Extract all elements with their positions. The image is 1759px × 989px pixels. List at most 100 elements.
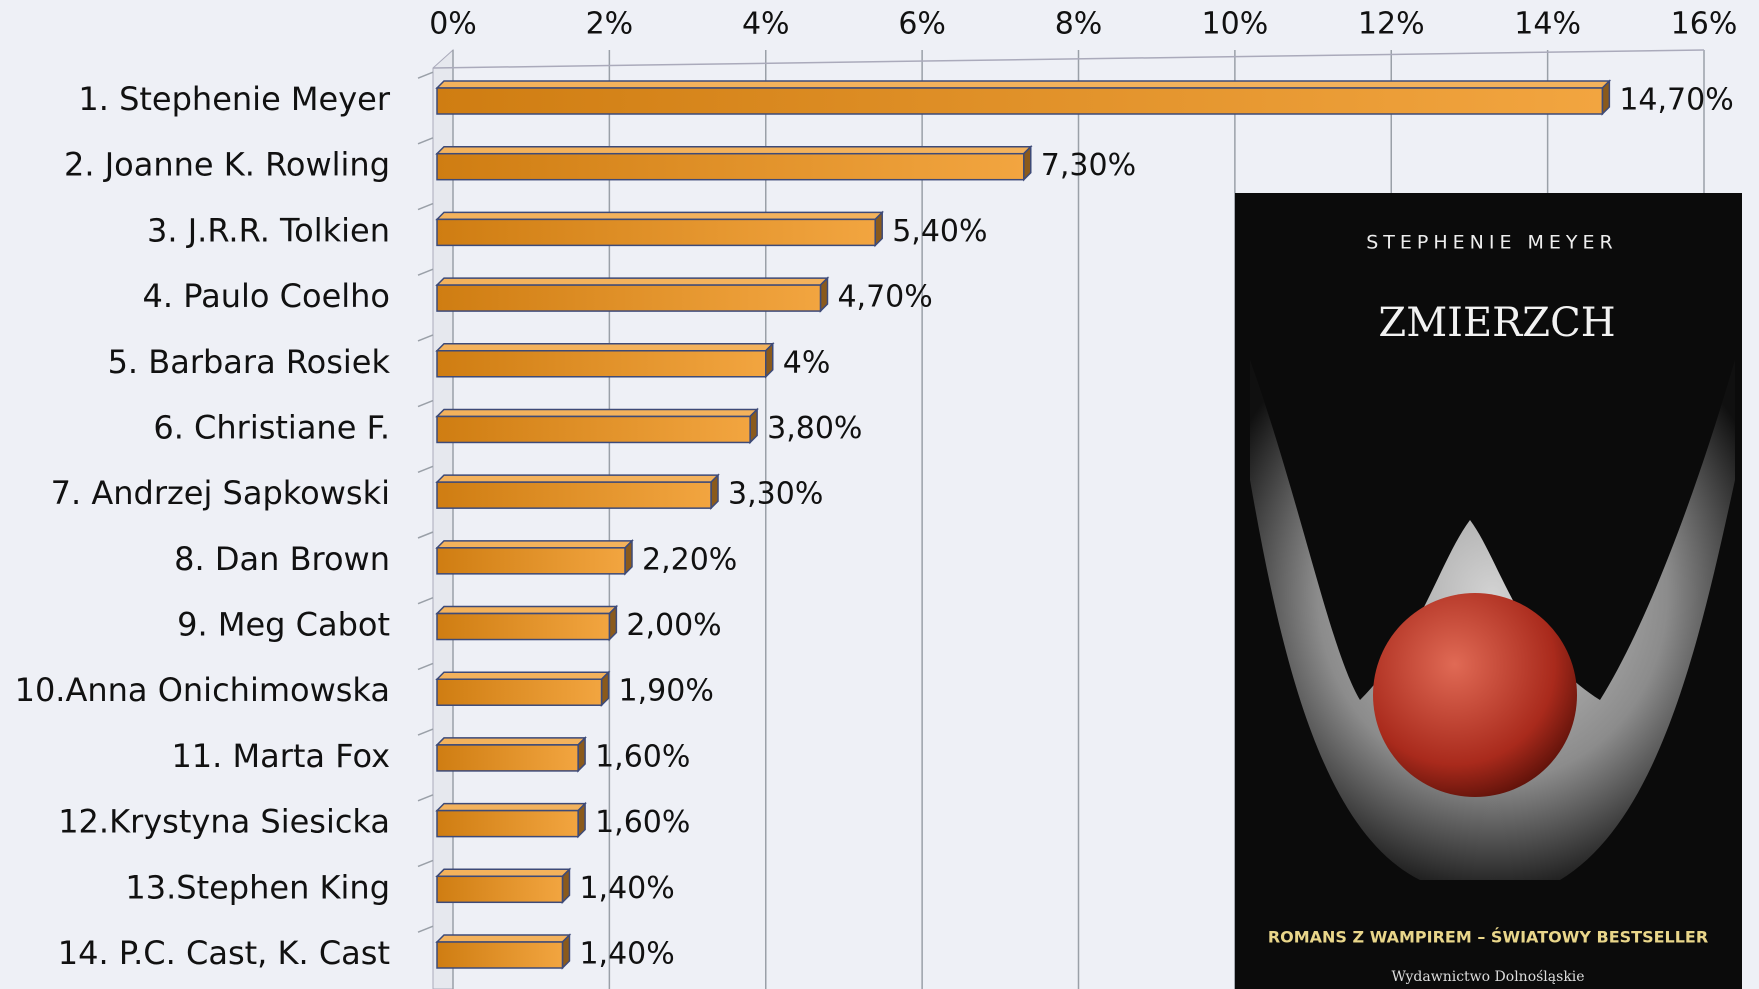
y-tick-label: 3. J.R.R. Tolkien — [147, 211, 390, 249]
bar-face — [436, 547, 626, 575]
bar-top — [435, 671, 611, 680]
value-label: 1,60% — [595, 739, 690, 774]
bar — [435, 473, 720, 510]
x-tick-label: 8% — [1055, 7, 1103, 42]
x-tick-label: 16% — [1671, 7, 1738, 42]
y-tick — [417, 728, 434, 736]
y-tick-label: 11. Marta Fox — [171, 737, 390, 775]
y-tick — [417, 596, 434, 605]
bar — [435, 801, 587, 839]
value-label: 5,40% — [892, 214, 987, 249]
value-label: 7,30% — [1041, 148, 1136, 183]
value-label: 4% — [783, 345, 831, 380]
bar-face — [436, 152, 1025, 181]
value-label: 4,70% — [837, 280, 932, 315]
bar-side — [819, 276, 829, 313]
y-tick-label: 4. Paulo Coelho — [143, 277, 390, 315]
bar-side — [749, 407, 758, 445]
bar-face — [436, 218, 876, 247]
bar — [435, 933, 572, 970]
bar-side — [710, 473, 719, 510]
y-tick-label: 1. Stephenie Meyer — [78, 80, 390, 118]
bar-top — [435, 605, 619, 615]
bar-top — [435, 802, 587, 812]
y-tick — [417, 794, 434, 802]
y-tick — [417, 268, 434, 276]
bar-face — [436, 284, 822, 312]
bar-side — [874, 210, 883, 248]
x-tick-label: 0% — [429, 7, 477, 42]
bar-side — [1023, 144, 1032, 182]
bar-face — [436, 875, 564, 904]
bar-top — [435, 868, 572, 878]
value-label: 2,20% — [642, 542, 737, 577]
value-label: 1,40% — [579, 871, 674, 906]
bar-side — [1601, 79, 1611, 116]
bar — [435, 79, 1612, 116]
plot: 0% 2% 4% 6% 8% 10% 12% 14% 16% 1. Stephenie Meyer… — [15, 7, 1738, 989]
y-tick — [417, 399, 434, 408]
bar — [435, 604, 619, 642]
y-tick-label: 2. Joanne K. Rowling — [64, 146, 390, 184]
bar — [435, 407, 759, 445]
x-axis-line — [432, 49, 1705, 69]
y-tick — [417, 465, 434, 474]
bar — [435, 210, 885, 248]
cover-author: STEPHENIE MEYER — [1366, 232, 1618, 254]
x-tick-label: 6% — [898, 7, 946, 42]
book-cover: STEPHENIE MEYER ZMIERZCH ROMANS Z WAMPIR… — [1235, 193, 1742, 989]
bar-side — [577, 736, 586, 773]
bar-face — [436, 809, 579, 838]
bar-top — [435, 737, 587, 746]
bar-top — [435, 343, 775, 352]
bar — [435, 276, 830, 313]
plot-wall — [432, 48, 454, 989]
y-tick — [417, 662, 434, 671]
y-tick-label: 7. Andrzej Sapkowski — [51, 474, 390, 512]
value-label: 3,30% — [728, 477, 823, 512]
bar-face — [436, 415, 751, 444]
bar-side — [561, 933, 571, 970]
bar — [435, 670, 611, 708]
bar-face — [436, 87, 1604, 115]
bar-side — [561, 867, 571, 905]
bar-top — [435, 145, 1033, 155]
bar-side — [765, 341, 774, 379]
bar-top — [435, 211, 885, 221]
x-tick-label: 14% — [1514, 7, 1581, 42]
bar-top — [435, 277, 830, 286]
y-tick-label: 14. P.C. Cast, K. Cast — [58, 934, 390, 972]
bar — [435, 144, 1033, 182]
bar-face — [436, 678, 603, 706]
y-tick — [417, 137, 434, 145]
x-tick-label: 10% — [1202, 7, 1269, 42]
bar — [435, 341, 775, 379]
bar-face — [436, 612, 611, 641]
bar-top — [435, 934, 572, 943]
bar-face — [436, 350, 767, 378]
value-label: 14,70% — [1619, 83, 1733, 118]
y-tick — [417, 531, 434, 539]
bar-face — [436, 941, 564, 969]
y-tick — [417, 925, 434, 933]
bar-face — [436, 744, 579, 772]
y-tick-label: 10.Anna Onichimowska — [15, 671, 390, 709]
y-tick-label: 13.Stephen King — [125, 868, 390, 906]
bar-side — [624, 539, 633, 576]
y-tick-label: 9. Meg Cabot — [177, 606, 390, 644]
value-label: 2,00% — [626, 608, 721, 643]
cover-apple — [1373, 593, 1577, 797]
bar-top — [435, 540, 634, 549]
bar-side — [577, 801, 586, 839]
x-tick-label: 2% — [586, 7, 634, 42]
bar — [435, 867, 572, 905]
x-tick-label: 12% — [1358, 7, 1425, 42]
bar-top — [435, 474, 720, 483]
y-tick-label: 5. Barbara Rosiek — [108, 343, 391, 381]
bar-top — [435, 408, 759, 418]
y-tick — [417, 202, 434, 211]
cover-title: ZMIERZCH — [1378, 300, 1615, 346]
y-tick — [417, 859, 434, 868]
